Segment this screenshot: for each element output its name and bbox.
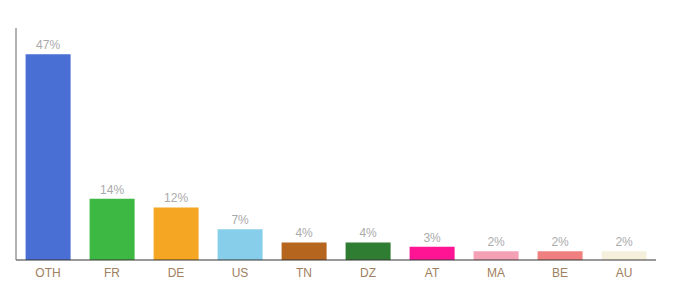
svg-text:MA: MA xyxy=(487,266,505,280)
svg-text:2%: 2% xyxy=(551,235,569,249)
svg-text:US: US xyxy=(232,266,249,280)
svg-text:TN: TN xyxy=(296,266,312,280)
svg-text:14%: 14% xyxy=(100,183,124,197)
svg-text:OTH: OTH xyxy=(35,266,60,280)
svg-text:DE: DE xyxy=(168,266,185,280)
svg-text:DZ: DZ xyxy=(360,266,376,280)
svg-text:2%: 2% xyxy=(615,235,633,249)
svg-text:FR: FR xyxy=(104,266,120,280)
svg-text:AT: AT xyxy=(425,266,440,280)
svg-text:3%: 3% xyxy=(423,231,441,245)
svg-text:4%: 4% xyxy=(295,226,313,240)
svg-text:4%: 4% xyxy=(359,226,377,240)
svg-text:7%: 7% xyxy=(231,213,249,227)
svg-text:12%: 12% xyxy=(164,191,188,205)
svg-text:AU: AU xyxy=(616,266,633,280)
svg-text:BE: BE xyxy=(552,266,568,280)
svg-text:2%: 2% xyxy=(487,235,505,249)
svg-text:47%: 47% xyxy=(36,38,60,52)
